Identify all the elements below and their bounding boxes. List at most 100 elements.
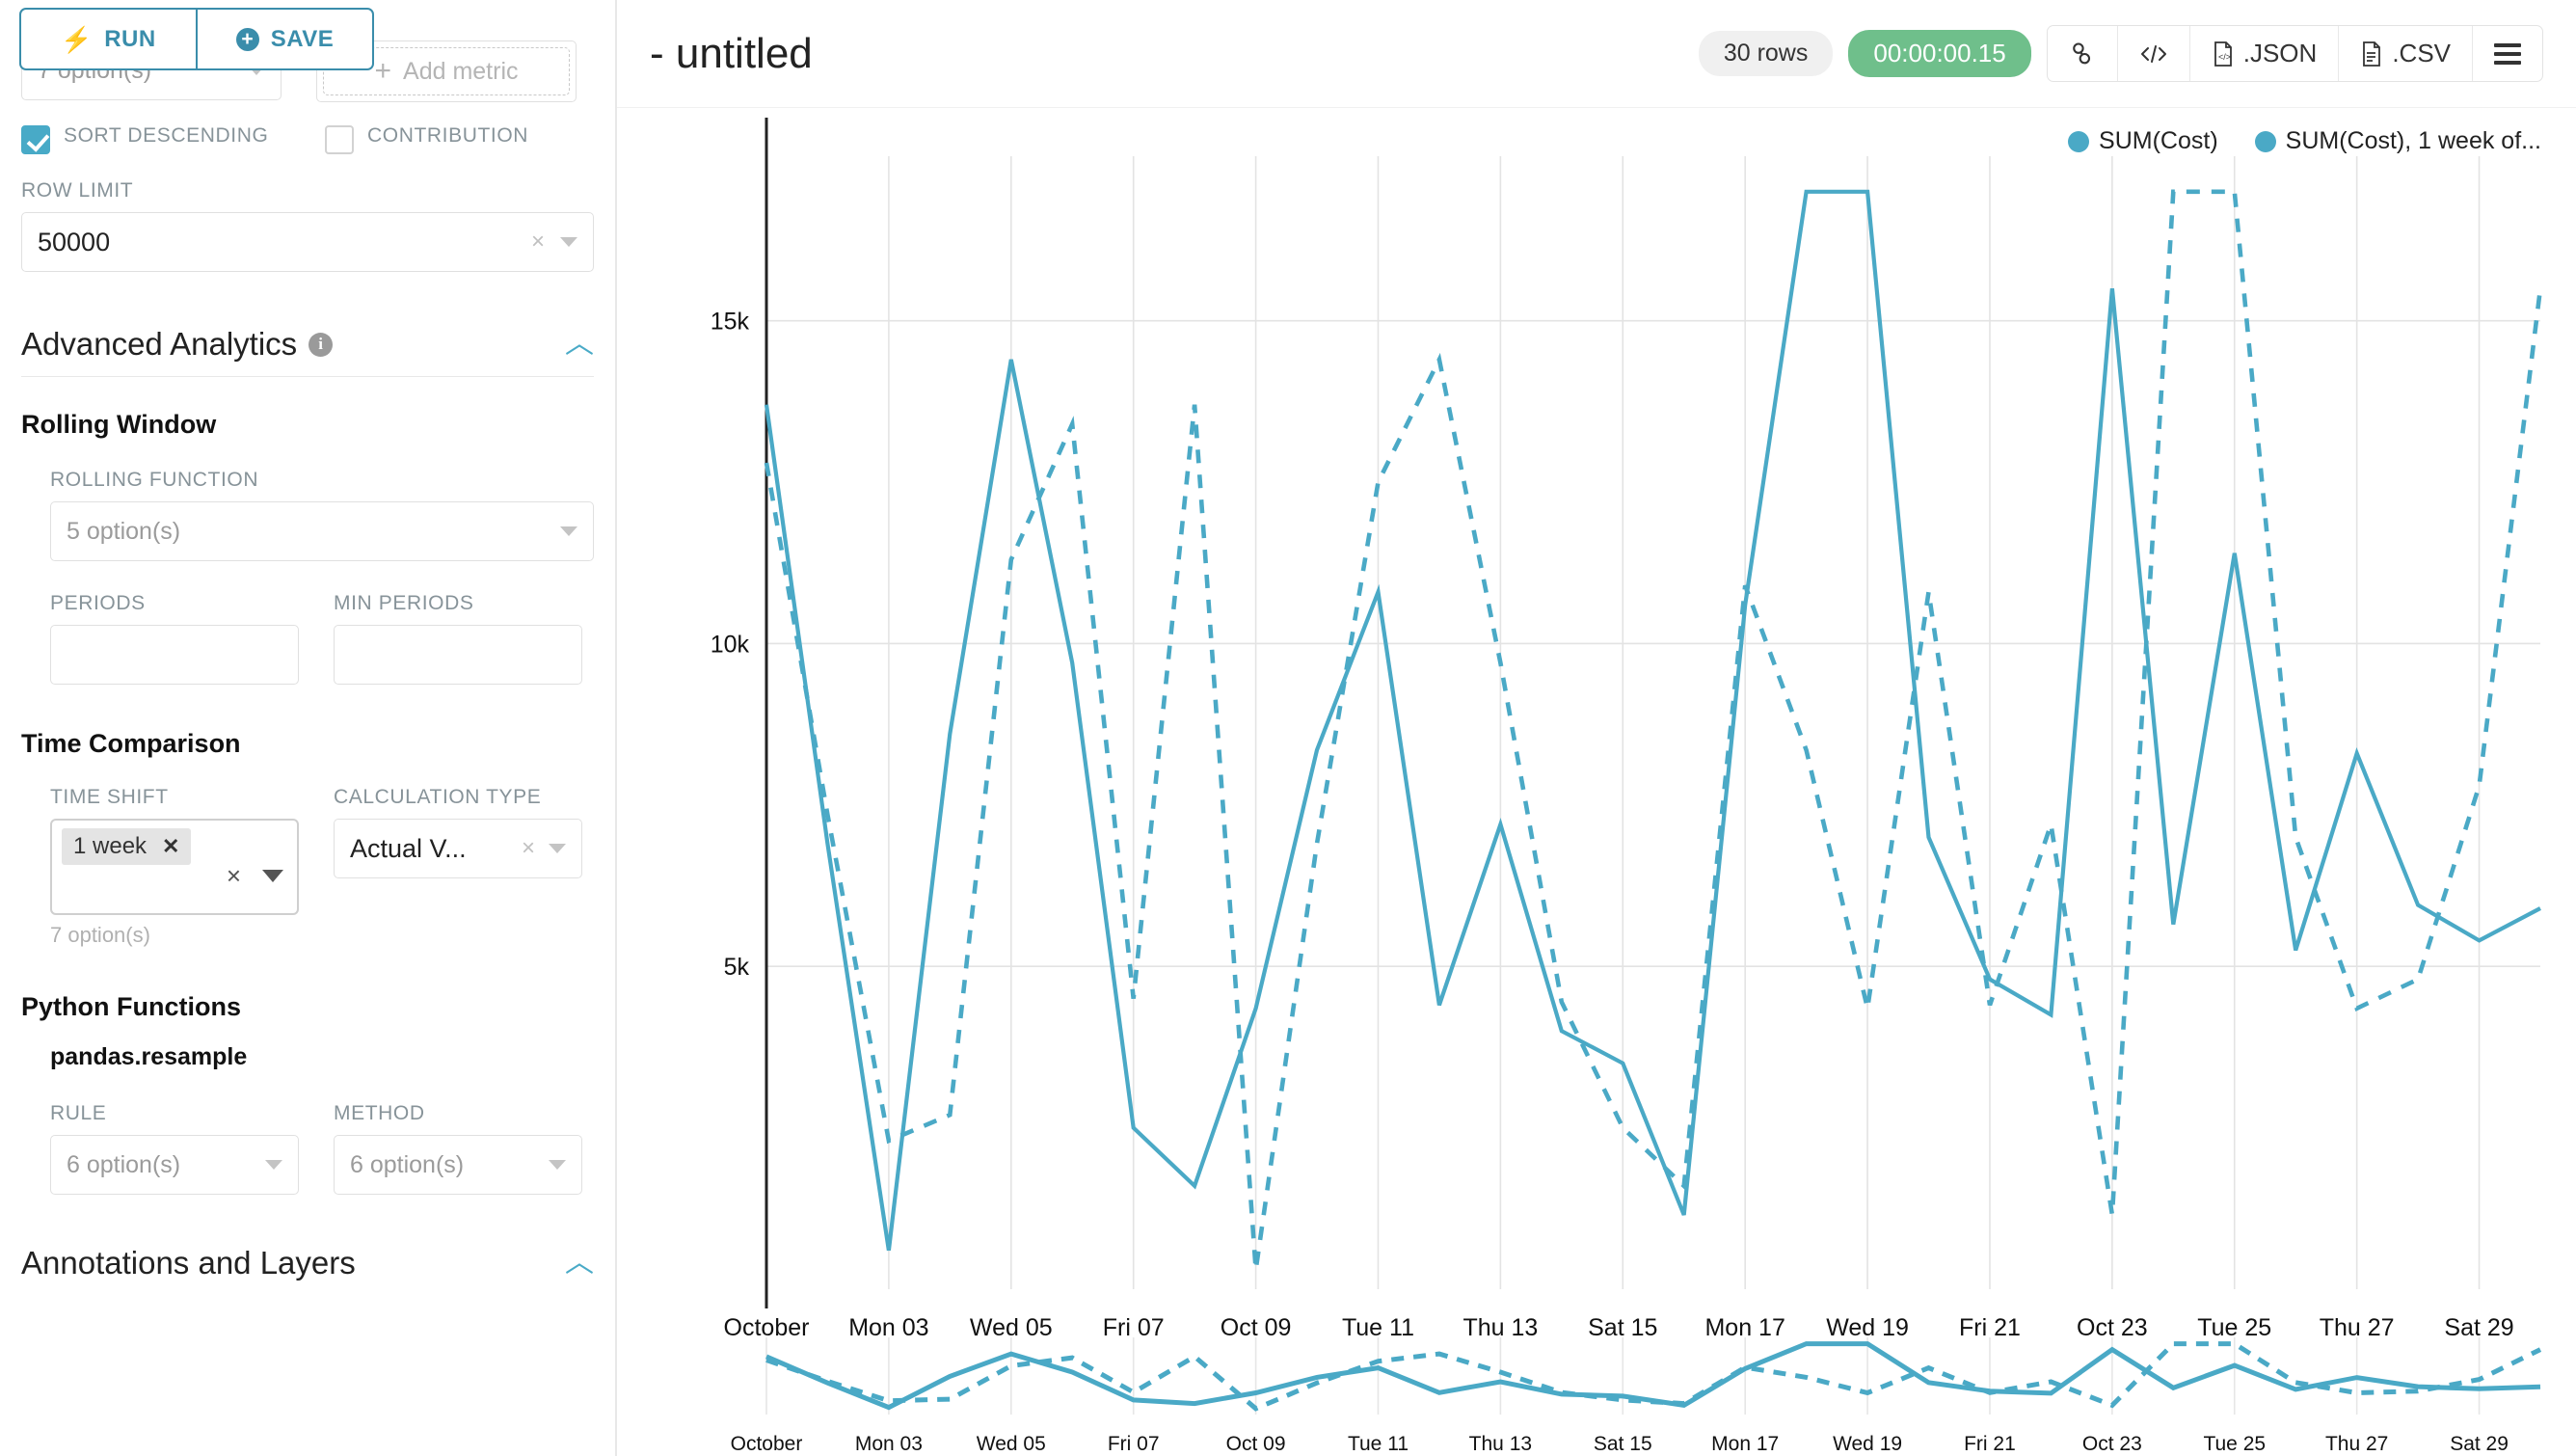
run-save-button-group: ⚡ RUN + SAVE <box>19 8 374 70</box>
legend-label-0: SUM(Cost) <box>2099 127 2218 154</box>
row-limit-input[interactable]: 50000 × <box>21 212 594 272</box>
svg-text:Sat 15: Sat 15 <box>1588 1314 1657 1341</box>
svg-text:Mon 17: Mon 17 <box>1704 1314 1784 1341</box>
plus-circle-icon: + <box>235 27 259 51</box>
legend-swatch-icon <box>2068 130 2090 152</box>
sort-descending-checkbox[interactable]: SORT DESCENDING <box>21 123 290 154</box>
remove-token-icon[interactable]: ✕ <box>162 834 180 858</box>
time-shift-helper: 7 option(s) <box>50 923 150 947</box>
svg-text:Thu 27: Thu 27 <box>2320 1314 2395 1341</box>
metrics-control[interactable]: + Add metric <box>316 40 577 102</box>
svg-text:Tue 11: Tue 11 <box>1342 1314 1414 1341</box>
contribution-label: CONTRIBUTION <box>367 124 529 147</box>
svg-text:Wed 19: Wed 19 <box>1833 1433 1902 1455</box>
chart-legend: SUM(Cost) SUM(Cost), 1 week of... <box>2068 127 2541 155</box>
sort-descending-label: SORT DESCENDING <box>64 124 269 147</box>
svg-text:Oct 23: Oct 23 <box>2077 1314 2148 1341</box>
download-json-label: .JSON <box>2242 39 2318 67</box>
time-shift-token[interactable]: 1 week ✕ <box>62 828 192 865</box>
legend-label-1: SUM(Cost), 1 week of... <box>2285 127 2541 154</box>
chevron-up-icon[interactable]: ︿ <box>565 328 594 360</box>
clear-icon[interactable]: × <box>226 861 241 890</box>
min-periods-input[interactable] <box>334 625 582 685</box>
rule-select[interactable]: 6 option(s) <box>50 1135 299 1195</box>
row-count-badge: 30 rows <box>1698 31 1834 76</box>
rule-label: RULE <box>50 1102 107 1124</box>
svg-text:Wed 05: Wed 05 <box>977 1433 1046 1455</box>
periods-input[interactable] <box>50 625 299 685</box>
checkbox-empty-icon <box>325 125 354 154</box>
run-button-label: RUN <box>104 25 156 52</box>
chevron-down-icon <box>549 1160 566 1170</box>
save-button-label: SAVE <box>270 25 335 52</box>
chart-header: - untitled 30 rows 00:00:00.15 <box>617 0 2576 108</box>
clear-icon[interactable]: × <box>530 229 545 255</box>
line-chart-svg: 5k 10k 15k October Mon 03 Wed 05 Fri 07 Oct 09 T… <box>711 118 2543 1455</box>
chevron-down-icon[interactable] <box>549 844 566 853</box>
svg-text:Tue 25: Tue 25 <box>2203 1433 2266 1455</box>
view-query-button[interactable] <box>2116 26 2189 81</box>
download-csv-label: .CSV <box>2392 39 2451 67</box>
svg-text:Oct 23: Oct 23 <box>2082 1433 2142 1455</box>
svg-text:Thu 13: Thu 13 <box>1462 1314 1538 1341</box>
add-metric-label: Add metric <box>403 57 519 85</box>
page-title[interactable]: - untitled <box>650 29 813 77</box>
run-button[interactable]: ⚡ RUN <box>21 10 196 68</box>
svg-text:Sat 29: Sat 29 <box>2450 1433 2509 1455</box>
method-value: 6 option(s) <box>350 1150 465 1178</box>
svg-text:Wed 05: Wed 05 <box>970 1314 1053 1341</box>
svg-text:Fri 07: Fri 07 <box>1103 1314 1165 1341</box>
periods-label: PERIODS <box>50 592 146 614</box>
rolling-function-select[interactable]: 5 option(s) <box>50 501 594 561</box>
calculation-type-value: Actual V... <box>350 833 467 863</box>
download-csv-button[interactable]: .CSV <box>2338 26 2472 81</box>
legend-swatch-icon <box>2254 130 2276 152</box>
chevron-down-icon[interactable] <box>560 237 577 247</box>
file-json-icon: </> <box>2212 40 2235 67</box>
link-icon <box>2069 40 2096 67</box>
chevron-up-icon[interactable]: ︿ <box>565 1247 594 1279</box>
method-select[interactable]: 6 option(s) <box>334 1135 582 1195</box>
svg-text:Oct 09: Oct 09 <box>1221 1314 1292 1341</box>
series-solid <box>764 189 2541 1252</box>
svg-text:Oct 09: Oct 09 <box>1226 1433 1286 1455</box>
svg-text:October: October <box>724 1314 810 1341</box>
advanced-analytics-title: Advanced Analytics <box>21 326 298 362</box>
contribution-checkbox[interactable]: CONTRIBUTION <box>325 123 594 154</box>
info-icon[interactable]: i <box>309 332 334 357</box>
checkbox-checked-icon <box>21 125 50 154</box>
download-json-button[interactable]: </> .JSON <box>2188 26 2339 81</box>
svg-text:10k: 10k <box>711 631 750 658</box>
svg-text:</>: </> <box>2218 52 2231 62</box>
more-menu-button[interactable] <box>2472 26 2542 81</box>
chevron-down-icon <box>560 526 577 536</box>
chart-panel: - untitled 30 rows 00:00:00.15 <box>617 0 2576 1456</box>
legend-item-0[interactable]: SUM(Cost) <box>2068 127 2218 155</box>
legend-item-1[interactable]: SUM(Cost), 1 week of... <box>2254 127 2541 155</box>
plus-icon: + <box>374 55 392 87</box>
method-label: METHOD <box>334 1102 425 1124</box>
time-shift-token-label: 1 week <box>73 833 148 859</box>
share-link-button[interactable] <box>2048 26 2117 81</box>
svg-text:Fri 21: Fri 21 <box>1964 1433 2016 1455</box>
svg-text:Mon 03: Mon 03 <box>848 1314 928 1341</box>
rolling-window-title: Rolling Window <box>21 410 217 439</box>
clear-icon[interactable]: × <box>521 835 535 861</box>
rolling-function-value: 5 option(s) <box>67 517 181 545</box>
time-shift-label: TIME SHIFT <box>50 786 169 808</box>
svg-text:Thu 27: Thu 27 <box>2325 1433 2388 1455</box>
svg-text:5k: 5k <box>724 954 750 981</box>
file-csv-icon <box>2360 40 2383 67</box>
svg-text:15k: 15k <box>711 309 750 336</box>
chevron-down-icon[interactable] <box>262 870 283 882</box>
calculation-type-select[interactable]: Actual V... × <box>334 819 582 878</box>
svg-text:Tue 11: Tue 11 <box>1348 1433 1409 1455</box>
chevron-down-icon <box>248 66 265 75</box>
svg-text:Mon 03: Mon 03 <box>855 1433 923 1455</box>
bolt-icon: ⚡ <box>61 24 94 54</box>
chart-action-button-group: </> .JSON .CSV <box>2046 25 2543 82</box>
time-shift-select[interactable]: 1 week ✕ × <box>50 819 299 915</box>
save-button[interactable]: + SAVE <box>196 10 372 68</box>
svg-text:October: October <box>731 1433 803 1455</box>
